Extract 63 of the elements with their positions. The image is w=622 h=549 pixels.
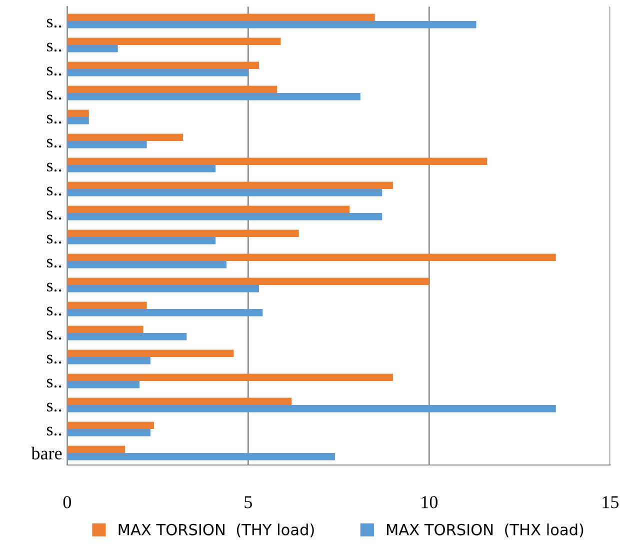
- bar: [67, 140, 147, 148]
- bar: [67, 422, 154, 429]
- y-tick-label: s..: [47, 426, 62, 436]
- y-tick-label: s..: [47, 258, 62, 268]
- bar: [67, 14, 375, 21]
- y-tick-label: s..: [47, 162, 62, 172]
- bar: [67, 188, 382, 196]
- bar: [67, 62, 260, 69]
- bar: [67, 230, 299, 237]
- y-tick-label: s..: [47, 354, 62, 364]
- bar: [67, 236, 216, 244]
- bar: [67, 398, 292, 405]
- x-tick-label: 10: [422, 496, 438, 508]
- bar: [67, 326, 144, 333]
- bar: [67, 350, 234, 357]
- y-tick-label: s..: [47, 282, 62, 292]
- y-tick-label: s..: [47, 210, 62, 220]
- bar: [67, 86, 278, 93]
- y-tick-label: s..: [47, 138, 62, 148]
- bar: [67, 182, 393, 189]
- y-tick-label: s..: [47, 114, 62, 124]
- bar: [67, 206, 350, 213]
- bar: [67, 44, 118, 52]
- y-tick-label: s..: [47, 306, 62, 316]
- y-tick-label: s..: [47, 66, 62, 76]
- bar: [67, 116, 89, 124]
- bar: [67, 134, 184, 141]
- x-tick-label: 15: [602, 496, 619, 508]
- bar: [67, 333, 187, 340]
- y-tick-label: s..: [47, 378, 62, 388]
- y-tick-label: s..: [47, 90, 62, 100]
- bar: [67, 429, 150, 436]
- bar: [67, 446, 126, 454]
- bar: [67, 278, 430, 285]
- bar: [67, 20, 476, 28]
- bar: [67, 38, 281, 45]
- bar: [67, 260, 226, 268]
- bar: [67, 284, 260, 292]
- bar: [67, 92, 360, 100]
- bar: [67, 309, 263, 316]
- bar: [67, 453, 336, 460]
- bar: [67, 374, 393, 381]
- legend-label: MAX TORSION (THY load): [118, 524, 314, 538]
- y-tick-label: s..: [47, 42, 62, 52]
- y-tick-label: s..: [47, 186, 62, 196]
- x-tick-label: 0: [63, 496, 71, 508]
- bar: [67, 68, 248, 76]
- bar: [67, 158, 488, 165]
- y-tick-label: s..: [47, 234, 62, 244]
- bar: [67, 357, 150, 364]
- x-tick-label: 5: [244, 496, 252, 508]
- y-tick-label: s..: [47, 402, 62, 412]
- y-tick-label: s..: [47, 330, 62, 340]
- bar: [67, 381, 140, 388]
- legend-label: MAX TORSION (THX load): [386, 524, 584, 538]
- bar: [67, 110, 89, 117]
- bar: [67, 405, 556, 412]
- bar: [67, 164, 216, 172]
- y-tick-label: bare: [31, 446, 62, 460]
- bar: [67, 212, 382, 220]
- bar: [67, 254, 556, 261]
- y-tick-label: s..: [47, 18, 62, 28]
- bar: [67, 302, 147, 309]
